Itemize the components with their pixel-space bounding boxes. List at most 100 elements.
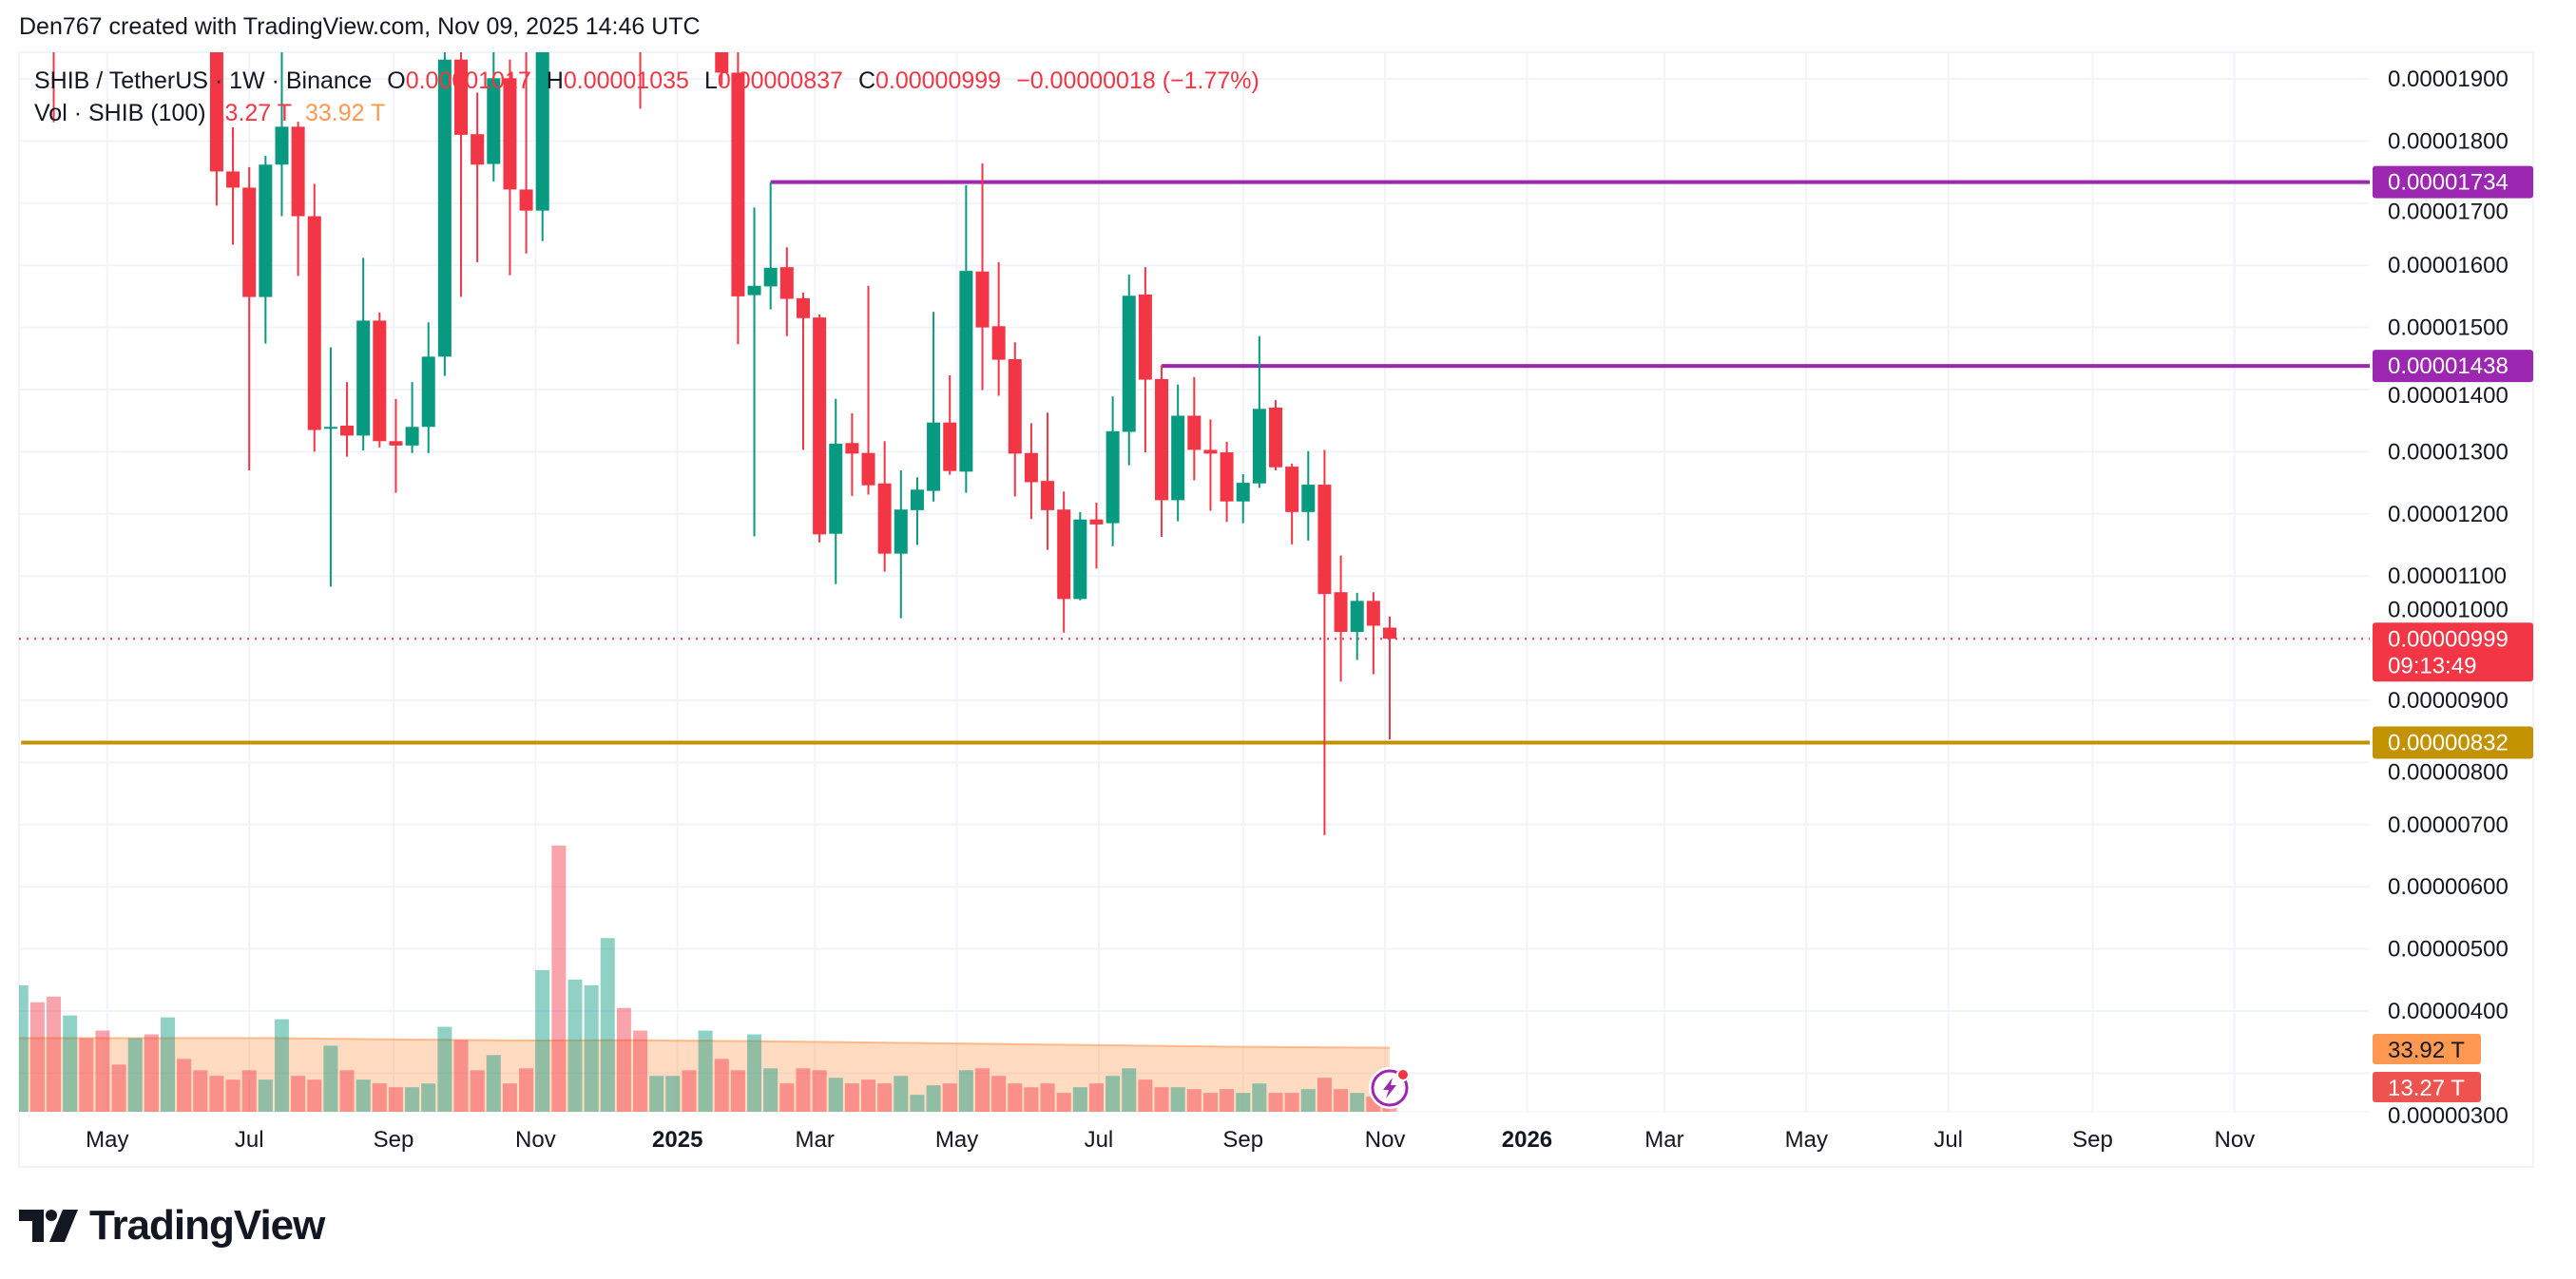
candle-body (1366, 601, 1380, 626)
svg-text:0.00001438: 0.00001438 (2388, 353, 2509, 379)
price-tick-label: 0.00000800 (2388, 759, 2509, 785)
price-tick-label: 0.00001600 (2388, 253, 2509, 278)
volume-bar (942, 1083, 957, 1112)
volume-ma-area (19, 1038, 1390, 1112)
symbol-title[interactable]: SHIB / TetherUS · 1W · Binance (34, 67, 373, 94)
candle (1383, 616, 1396, 740)
candle-body (535, 52, 549, 211)
candle-body (340, 425, 355, 436)
volume-bar (779, 1083, 795, 1112)
volume-bar (1317, 1078, 1332, 1112)
candle (813, 314, 827, 543)
candle-body (1155, 378, 1169, 501)
volume-bar (388, 1087, 403, 1112)
candle-body (226, 171, 240, 188)
price-axis[interactable]: 0.00000300 0.00000400 0.00000500 0.00000600… (2388, 67, 2509, 1129)
time-tick-label: May (86, 1127, 128, 1153)
volume-bar (1138, 1079, 1153, 1112)
volume-bar (47, 996, 62, 1112)
candle-body (1236, 483, 1250, 502)
volume-bar (1040, 1083, 1055, 1112)
change-value: −0.00000018 (−1.77%) (1016, 67, 1259, 94)
volume-bar (910, 1095, 925, 1112)
volume-bar (95, 1030, 110, 1112)
candle (927, 312, 941, 502)
candle (1155, 365, 1169, 537)
candle-body (1008, 358, 1022, 454)
open-label: O (387, 67, 406, 94)
volume-bar (209, 1076, 224, 1112)
candle-body (209, 52, 223, 172)
time-tick-label: Sep (2072, 1127, 2113, 1153)
candle (1301, 450, 1316, 541)
candle (1285, 463, 1299, 544)
price-tick-label: 0.00000500 (2388, 937, 2509, 963)
candle-body (307, 216, 321, 430)
time-tick-label: Jul (1085, 1127, 1114, 1153)
time-tick-label: Nov (2214, 1127, 2255, 1153)
candles (52, 52, 1396, 835)
candle-body (1041, 481, 1055, 510)
volume-bar (1154, 1087, 1169, 1112)
volume-bar (1350, 1093, 1365, 1112)
volume-ma-line (19, 1037, 1391, 1049)
volume-bar (861, 1079, 876, 1112)
volume-bar (1105, 1076, 1121, 1112)
volume-bar (225, 1079, 240, 1112)
candle (1024, 423, 1038, 520)
tradingview-logo[interactable]: TradingView (19, 1202, 325, 1250)
volume-bar (763, 1068, 779, 1112)
price-tick-label: 0.00001900 (2388, 67, 2509, 92)
candle (1089, 503, 1104, 569)
volume-bar (1300, 1089, 1316, 1112)
candle (226, 127, 240, 245)
price-tick-label: 0.00000900 (2388, 688, 2509, 714)
candle (1317, 449, 1332, 835)
candle-body (1220, 452, 1234, 502)
volume-bar (1056, 1093, 1071, 1112)
candle (1073, 511, 1087, 601)
candle (1105, 396, 1120, 546)
candle-body (259, 164, 273, 297)
lightning-icon[interactable] (1369, 1067, 1411, 1109)
volume-bar (19, 984, 29, 1112)
volume-bar (177, 1059, 192, 1112)
candle-body (1122, 296, 1136, 432)
time-tick-label: Sep (1222, 1127, 1263, 1153)
time-tick-label: Mar (796, 1127, 835, 1153)
volume-bar (372, 1083, 387, 1112)
time-tick-label: May (1785, 1127, 1828, 1153)
candle-body (1089, 519, 1104, 525)
volume-label[interactable]: Vol · SHIB (100) (34, 100, 206, 126)
candle (894, 470, 908, 619)
volume-bar (828, 1078, 843, 1112)
volume-bar (258, 1079, 273, 1112)
legend: SHIB / TetherUS · 1W · Binance O 0.00001… (34, 65, 1275, 129)
volume-bar (1122, 1068, 1137, 1112)
volume-bar (616, 1007, 631, 1112)
candle (356, 258, 371, 451)
badge-volume: 13.27 T (2373, 1072, 2481, 1102)
candle-body (454, 59, 469, 135)
volume-bar (682, 1070, 697, 1112)
volume-bar (339, 1070, 355, 1112)
candle-body (1317, 485, 1332, 595)
candle-body (471, 134, 485, 165)
candle (796, 292, 810, 450)
time-tick-label: 2026 (1502, 1127, 1552, 1153)
svg-text:0.00001734: 0.00001734 (2388, 170, 2509, 196)
volume-bar (796, 1068, 811, 1112)
price-tick-label: 0.00000300 (2388, 1103, 2509, 1129)
candle-body (1383, 627, 1396, 640)
time-axis[interactable]: May Jul Sep Nov 2025 Mar May Jul Sep Nov 2026 Mar Ma… (86, 1127, 2255, 1153)
volume-bar (291, 1076, 306, 1112)
low-value: 0.00000837 (717, 67, 843, 94)
candle (373, 312, 387, 448)
low-label: L (703, 67, 718, 94)
candle-body (959, 271, 973, 472)
horizontal-lines[interactable] (19, 180, 2370, 745)
candle (1236, 473, 1250, 524)
candle (487, 52, 501, 181)
candle (323, 347, 337, 587)
